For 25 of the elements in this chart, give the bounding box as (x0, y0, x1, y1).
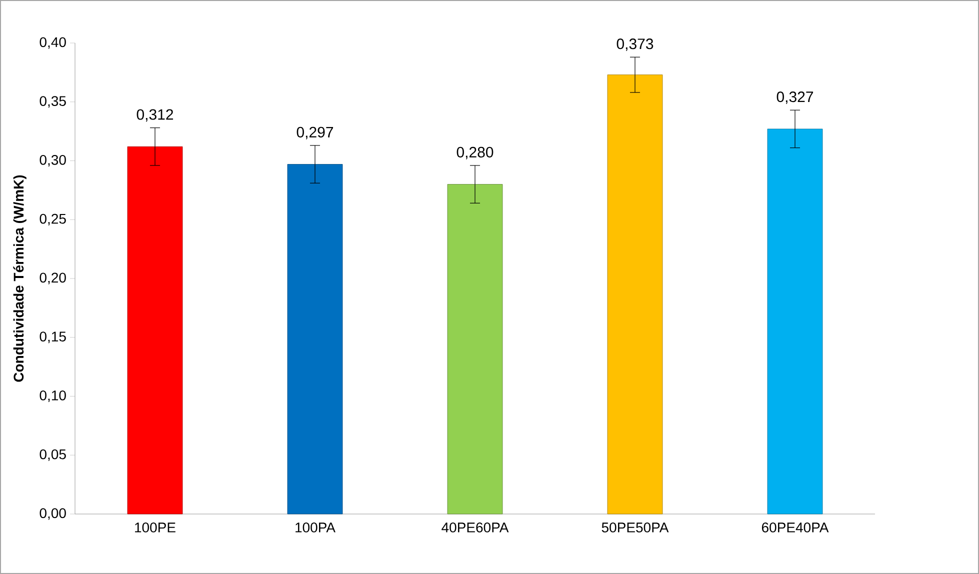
bar (287, 164, 343, 514)
x-tick-label: 100PE (135, 522, 176, 532)
x-tick-label: 40PE60PA (442, 522, 509, 532)
y-tick-label: 0,35 (40, 96, 66, 108)
y-tick-label: 0,40 (40, 37, 66, 49)
y-tick-label: 0,30 (40, 154, 66, 167)
y-tick-label: 0,25 (40, 214, 66, 226)
y-tick-label: 0,15 (40, 332, 66, 344)
y-tick-label: 0,20 (40, 272, 66, 284)
x-tick-label: 100PA (296, 522, 336, 532)
y-axis-title: Condutividade Térmica (W/mK) (13, 175, 26, 382)
data-label: 0,312 (136, 109, 174, 122)
bar (607, 74, 663, 514)
data-label: 0,297 (296, 126, 334, 140)
y-tick-label: 0,10 (40, 390, 66, 402)
y-tick-label: 0,05 (40, 449, 66, 461)
bar (127, 146, 183, 514)
bar (447, 184, 503, 514)
x-tick-label: 60PE40PA (762, 522, 829, 532)
data-label: 0,327 (776, 92, 814, 104)
bar (767, 128, 823, 514)
data-label: 0,280 (456, 146, 494, 160)
x-tick-label: 50PE50PA (602, 522, 669, 532)
data-label: 0,373 (616, 38, 654, 51)
y-tick-label: 0,00 (40, 508, 66, 520)
